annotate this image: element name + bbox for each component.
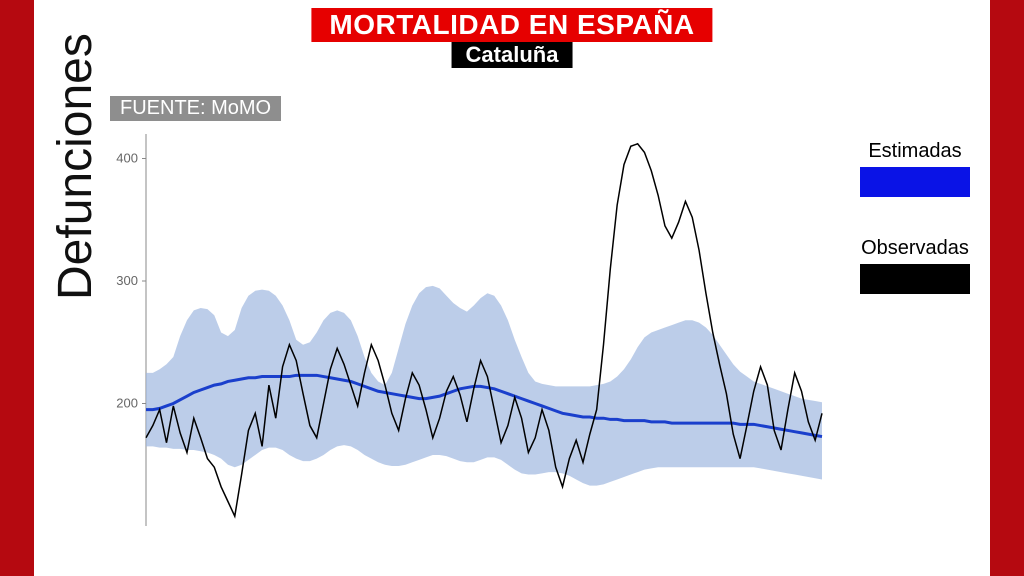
svg-text:400: 400 [116, 151, 138, 166]
chart-svg: 200 300 400 [106, 130, 826, 530]
legend-label-observadas: Observadas [850, 237, 980, 260]
source-text: FUENTE: MoMO [120, 97, 271, 119]
outer-frame: MORTALIDAD EN ESPAÑA Cataluña Defuncione… [0, 0, 1024, 576]
legend-swatch-observadas [860, 264, 970, 294]
title-banner: MORTALIDAD EN ESPAÑA [311, 8, 712, 42]
subtitle-text: Cataluña [466, 42, 559, 67]
legend: Estimadas Observadas [850, 140, 980, 334]
title-text: MORTALIDAD EN ESPAÑA [329, 9, 694, 40]
legend-label-estimadas: Estimadas [850, 140, 980, 163]
chart-area: 200 300 400 [106, 130, 826, 530]
legend-swatch-estimadas [860, 167, 970, 197]
source-tag: FUENTE: MoMO [110, 96, 281, 121]
subtitle-banner: Cataluña [452, 42, 573, 68]
svg-text:300: 300 [116, 273, 138, 288]
y-axis-label: Defunciones [48, 33, 103, 300]
legend-item-estimadas: Estimadas [850, 140, 980, 197]
legend-item-observadas: Observadas [850, 237, 980, 294]
content-panel: MORTALIDAD EN ESPAÑA Cataluña Defuncione… [34, 0, 990, 576]
svg-text:200: 200 [116, 396, 138, 411]
